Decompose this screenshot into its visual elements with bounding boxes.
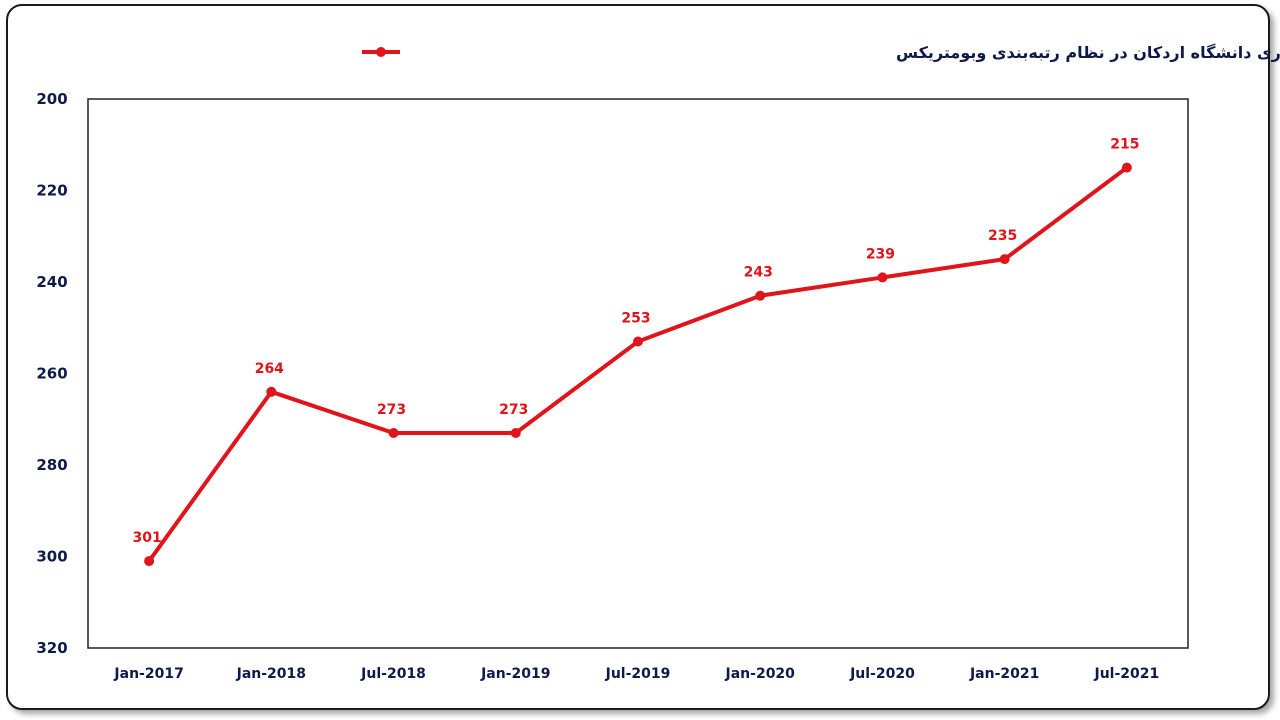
data-points <box>144 162 1132 567</box>
data-label: 273 <box>499 402 528 418</box>
data-label: 253 <box>621 310 650 326</box>
y-tick-label: 260 <box>36 365 67 383</box>
data-point <box>1121 162 1132 173</box>
series-line <box>147 166 1129 563</box>
data-point <box>633 336 643 347</box>
data-label: 264 <box>255 361 284 377</box>
data-labels: 301 264 273 273 253 243 239 235 215 <box>132 137 1139 546</box>
x-axis: Jan-2017 Jan-2018 Jul-2018 Jan-2019 Jul-2019… <box>113 666 1159 682</box>
data-point <box>388 427 399 438</box>
y-tick-label: 280 <box>36 456 67 474</box>
plot-area <box>87 98 1189 649</box>
data-label: 273 <box>377 402 406 418</box>
y-tick-label: 200 <box>36 90 67 108</box>
x-tick-label: Jan-2019 <box>480 666 550 682</box>
data-point <box>266 386 277 397</box>
x-tick-label: Jan-2017 <box>113 666 183 682</box>
legend: رتبه کشوری دانشگاه اردکان در نظام رتبه‌ب… <box>362 43 1280 62</box>
x-tick-label: Jul-2021 <box>1094 666 1160 682</box>
data-point <box>999 254 1010 265</box>
x-tick-label: Jul-2020 <box>849 666 915 682</box>
x-tick-label: Jan-2018 <box>236 666 306 682</box>
y-tick-label: 320 <box>36 639 67 657</box>
legend-dot-marker <box>376 47 386 57</box>
x-tick-label: Jan-2020 <box>725 666 796 682</box>
x-tick-label: Jan-2021 <box>969 666 1039 682</box>
data-point <box>877 272 888 283</box>
data-label: 215 <box>1110 137 1139 153</box>
y-tick-label: 220 <box>36 182 67 200</box>
data-label: 239 <box>866 246 895 262</box>
data-point <box>755 290 766 301</box>
data-point <box>510 427 521 438</box>
data-label: 235 <box>988 228 1017 244</box>
data-label: 301 <box>132 530 161 546</box>
data-point <box>144 556 155 567</box>
x-tick-label: Jul-2019 <box>605 666 671 682</box>
y-axis: 200 220 240 260 280 300 320 <box>36 90 67 657</box>
y-tick-label: 240 <box>36 273 67 291</box>
chart-frame <box>6 4 1270 710</box>
data-label: 243 <box>744 265 773 281</box>
y-tick-label: 300 <box>36 548 67 566</box>
x-tick-label: Jul-2018 <box>360 666 426 682</box>
legend-label: رتبه کشوری دانشگاه اردکان در نظام رتبه‌ب… <box>896 43 1280 62</box>
